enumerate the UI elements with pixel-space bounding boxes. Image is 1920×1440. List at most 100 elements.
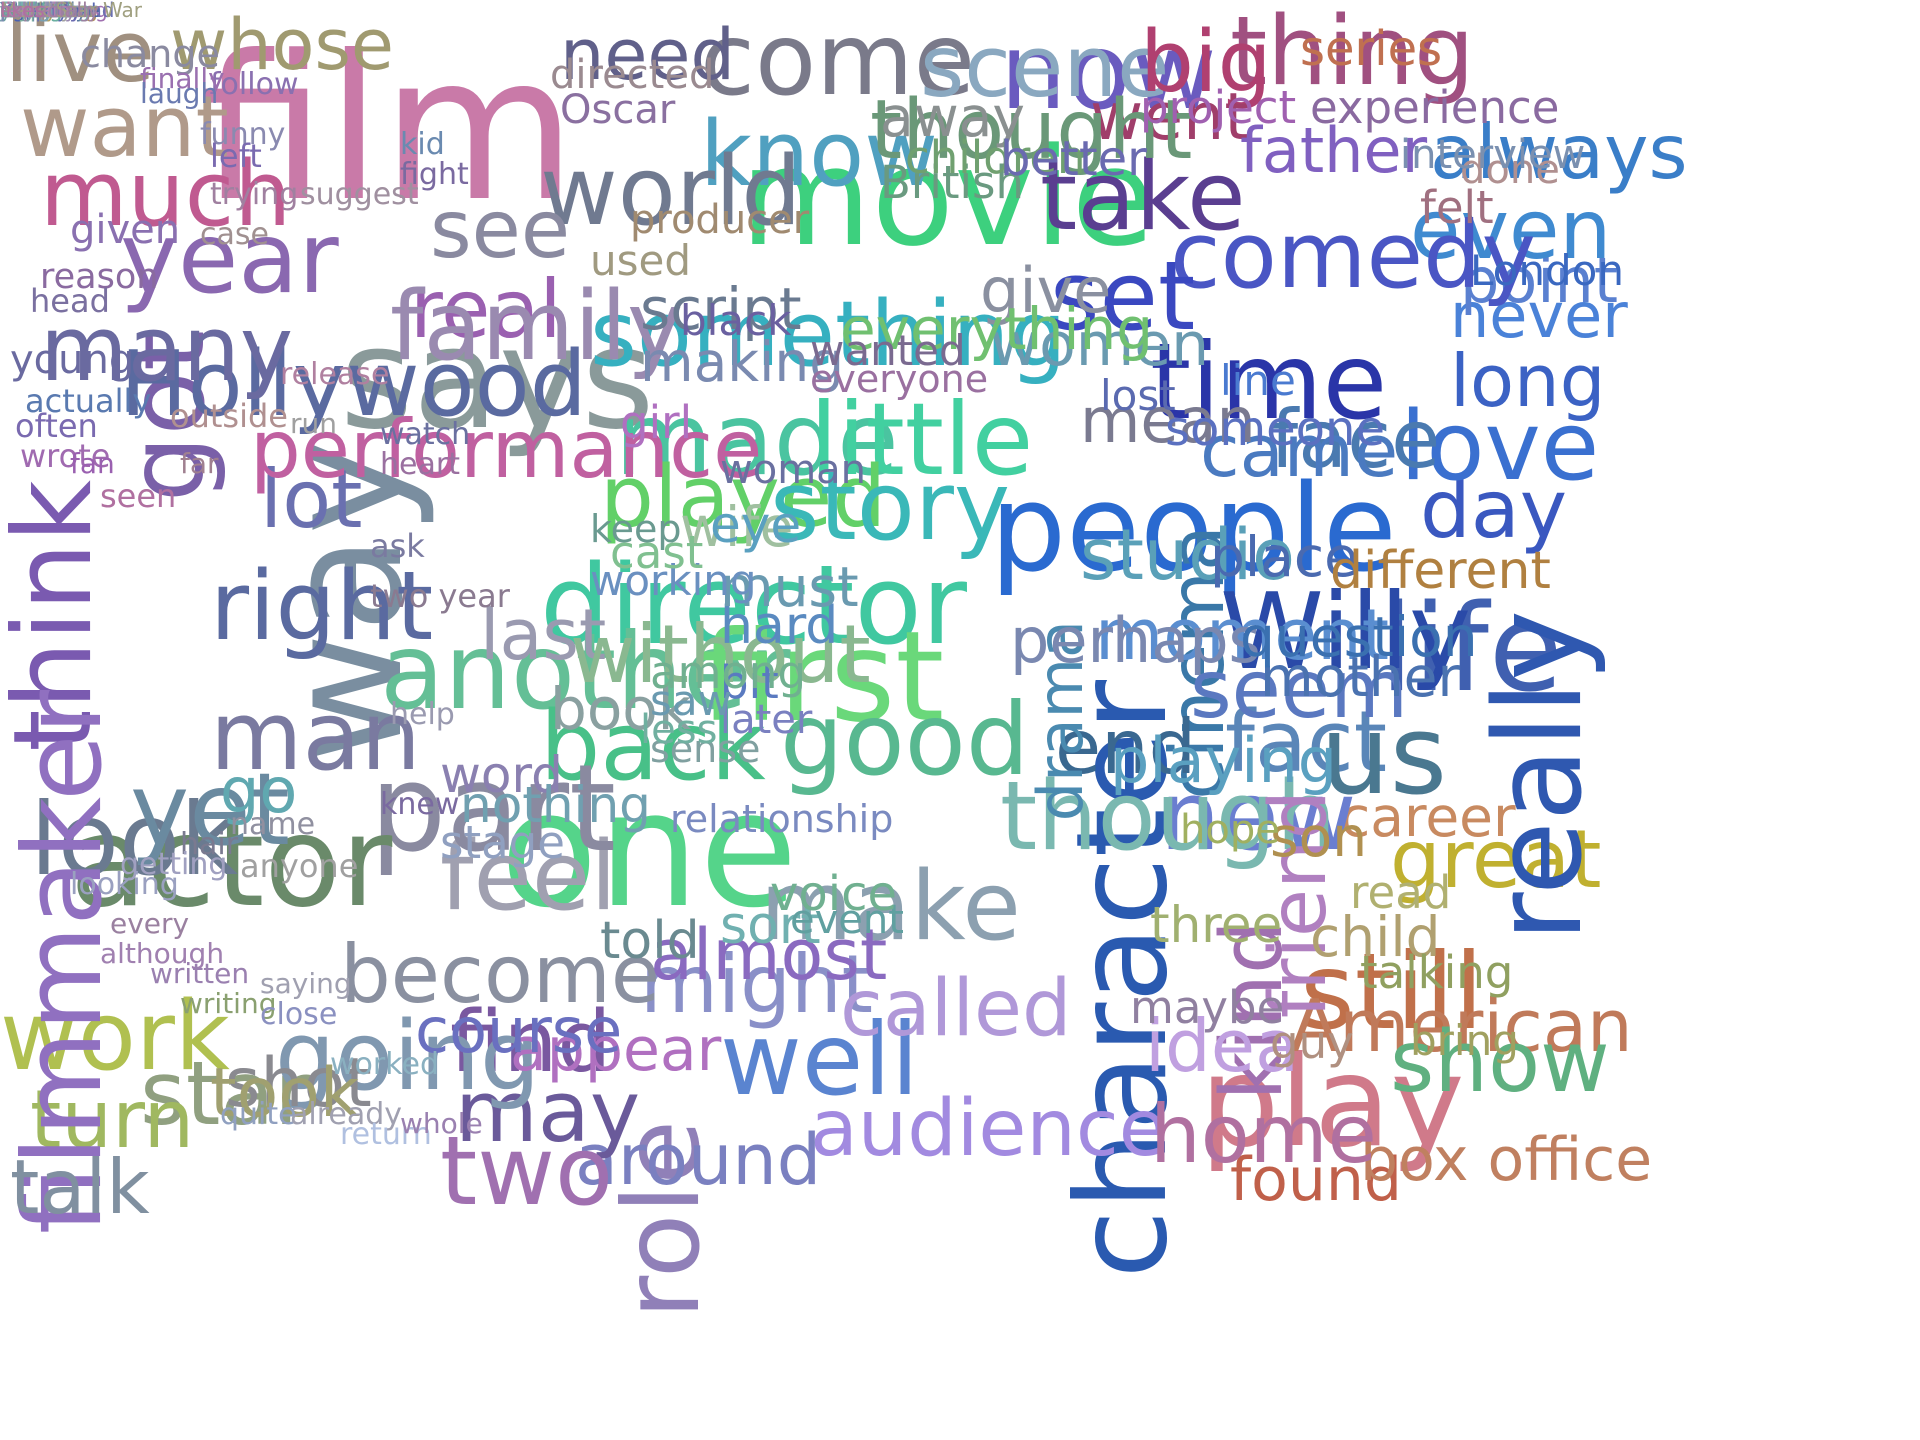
cloud-word: always (1430, 108, 1688, 196)
cloud-word: children (905, 131, 1086, 184)
cloud-word: finally (140, 62, 225, 95)
cloud-word: yet (130, 751, 290, 868)
cloud-word: really (1470, 610, 1609, 942)
cloud-word: even (1410, 183, 1612, 278)
cloud-word: start (0, 0, 47, 22)
cloud-word: child (1310, 905, 1441, 969)
cloud-word: interesting (0, 0, 108, 22)
cloud-word: says (340, 298, 655, 461)
cloud-word: real (410, 263, 562, 356)
cloud-word: never (1450, 279, 1628, 352)
cloud-word: past (0, 0, 44, 22)
cloud-word: made (615, 381, 899, 498)
cloud-word: became (0, 0, 81, 22)
cloud-word: saw (650, 676, 732, 725)
cloud-word: cast (610, 526, 704, 579)
cloud-word: might (640, 938, 874, 1031)
cloud-word: perhaps (1010, 604, 1261, 677)
cloud-word: version (0, 0, 74, 22)
cloud-word: called (840, 964, 1072, 1054)
cloud-word: producer (630, 197, 810, 243)
cloud-word: black (680, 296, 792, 345)
cloud-word: small (0, 0, 54, 22)
cloud-word: second (0, 0, 72, 22)
cloud-word: day (1420, 463, 1568, 556)
cloud-word: woman (720, 447, 867, 493)
cloud-word: wife (680, 495, 794, 559)
cloud-word: bring (1410, 1016, 1519, 1065)
cloud-word: course (415, 994, 623, 1067)
cloud-word: found (1230, 1145, 1402, 1215)
cloud-word: school (0, 0, 65, 22)
cloud-word: time (1150, 321, 1388, 443)
cloud-word: come (700, 1, 976, 118)
cloud-word: joke (0, 0, 41, 22)
cloud-word: set (1050, 242, 1196, 352)
cloud-word: year (120, 202, 339, 316)
cloud-word: film (200, 13, 577, 246)
cloud-word: British (880, 156, 1024, 209)
cloud-word: reason (40, 257, 159, 297)
cloud-word: less (640, 707, 718, 753)
cloud-word: well (720, 1001, 919, 1118)
cloud-word: leave (0, 0, 55, 22)
cloud-word: watch (380, 417, 471, 452)
cloud-word: almost (650, 914, 888, 996)
cloud-word: took (210, 1054, 360, 1133)
cloud-word: sometime (0, 0, 100, 22)
cloud-word: mean (1080, 384, 1256, 457)
cloud-word: wrote (20, 437, 111, 475)
cloud-word: performance (250, 403, 763, 496)
cloud-word: someone (1165, 401, 1385, 457)
cloud-word: director (540, 541, 968, 669)
cloud-word: guy (1270, 1016, 1354, 1069)
cloud-word: fight (400, 157, 469, 192)
cloud-word: important (0, 0, 99, 22)
cloud-word: style (0, 0, 48, 22)
cloud-word: return (340, 1117, 432, 1152)
cloud-word: novel (0, 0, 55, 22)
cloud-word: job (0, 0, 31, 22)
cloud-word: scene (920, 18, 1170, 117)
cloud-word: loved (0, 0, 55, 22)
cloud-word: play (1200, 1030, 1465, 1175)
cloud-word: must (720, 555, 859, 619)
cloud-word: back (540, 692, 766, 802)
cloud-word: stage (440, 816, 565, 869)
cloud-word: written (150, 957, 250, 990)
cloud-word: felt (1420, 181, 1494, 234)
cloud-word: us (1320, 691, 1448, 819)
cloud-word: power (0, 0, 62, 22)
cloud-word: much (40, 142, 292, 247)
cloud-word: feature (0, 0, 73, 22)
cloud-word: give (980, 254, 1112, 327)
cloud-word: girl (620, 396, 693, 449)
cloud-word: another (380, 611, 791, 733)
cloud-word: want (20, 78, 229, 177)
cloud-word: old (0, 0, 31, 22)
cloud-word: young (10, 337, 135, 383)
cloud-word: one (500, 756, 798, 943)
cloud-word: according (0, 0, 98, 22)
cloud-word: stop (0, 0, 44, 22)
cloud-word: among (650, 646, 807, 699)
cloud-word: hair (180, 827, 239, 862)
cloud-word: title (0, 0, 40, 22)
cloud-word: help (390, 697, 455, 732)
cloud-word: playing (1110, 724, 1338, 797)
cloud-word: likes (0, 0, 45, 22)
cloud-word: including (0, 0, 92, 22)
cloud-word: today (0, 0, 57, 22)
cloud-word: based (0, 0, 61, 22)
cloud-word: far (180, 447, 219, 480)
cloud-word: following (0, 0, 90, 22)
cloud-word: everyone (810, 357, 989, 401)
cloud-word: country (0, 0, 77, 22)
cloud-word: now (1000, 11, 1217, 133)
cloud-word: whose (170, 4, 394, 86)
cloud-word: good (780, 681, 1030, 798)
cloud-word: book (550, 675, 692, 743)
cloud-word: question (1240, 605, 1478, 669)
cloud-word: asked (0, 0, 59, 22)
cloud-word: cut (0, 0, 32, 22)
